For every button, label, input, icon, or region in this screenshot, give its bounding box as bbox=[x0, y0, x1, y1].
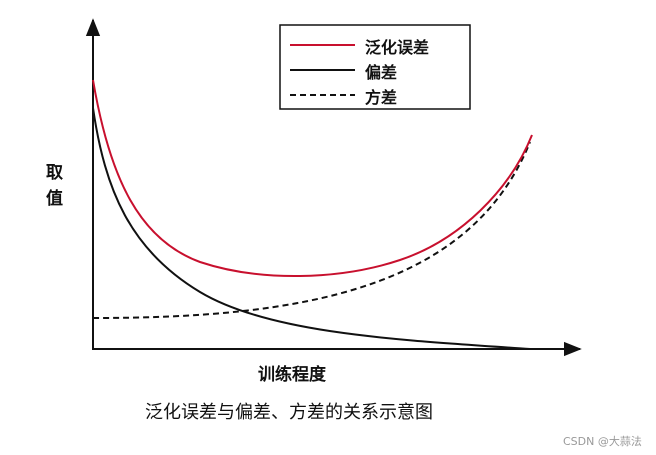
bias-curve bbox=[92, 107, 531, 350]
variance-curve bbox=[92, 141, 531, 319]
legend-label: 偏差 bbox=[365, 63, 398, 82]
legend-box bbox=[279, 24, 471, 110]
x-axis-label: 训练程度 bbox=[258, 365, 326, 385]
caption: 泛化误差与偏差、方差的关系示意图 bbox=[145, 402, 433, 423]
legend-label: 方差 bbox=[365, 88, 398, 107]
y-axis-label: 取值 bbox=[46, 163, 63, 209]
legend-label: 泛化误差 bbox=[365, 38, 430, 57]
watermark: CSDN @大蒜法 bbox=[563, 435, 642, 448]
generalization-error-curve bbox=[92, 79, 533, 278]
